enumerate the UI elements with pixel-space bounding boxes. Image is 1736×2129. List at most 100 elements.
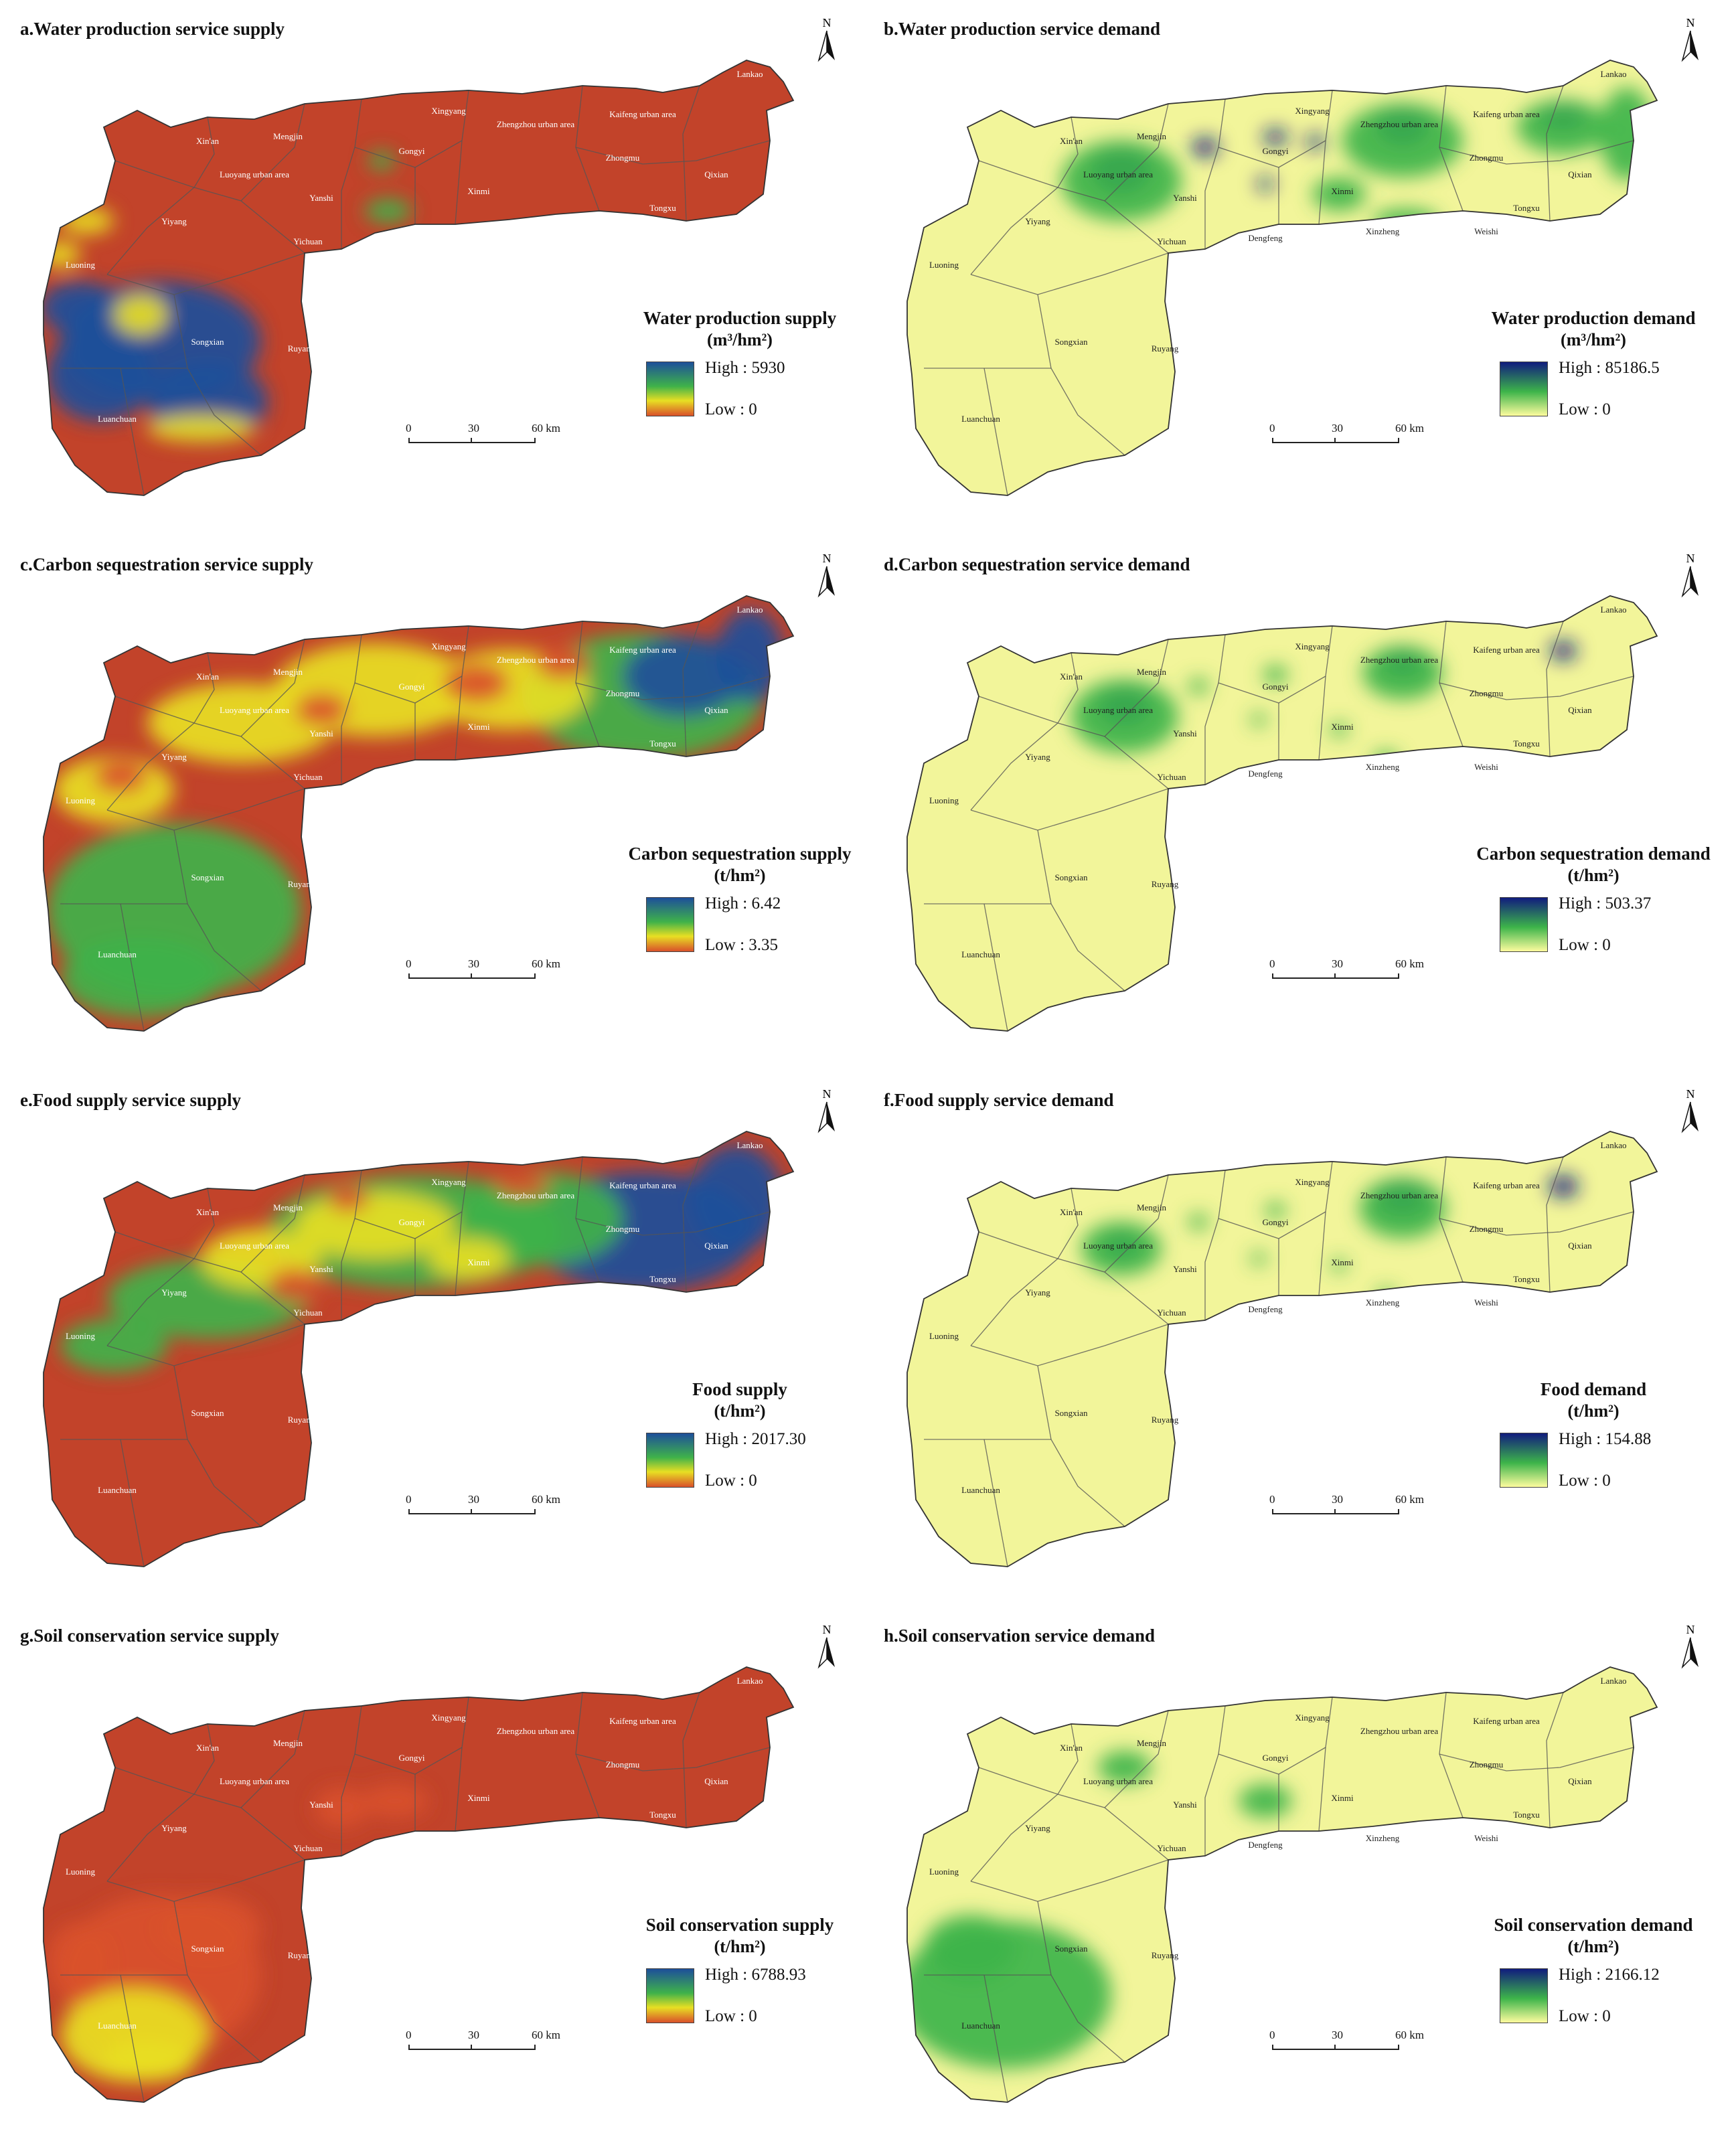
legend-unit: (t/hm²) [714, 866, 766, 885]
scale-tick-label: 30 [1332, 1493, 1343, 1506]
panel-title: h.Soil conservation service demand [884, 1626, 1155, 1646]
place-label: Qixian [1568, 1241, 1592, 1251]
value-hotspot [295, 693, 348, 726]
value-hotspot [60, 937, 221, 1018]
place-label: Yichuan [293, 236, 323, 246]
county-boundary [240, 639, 305, 737]
place-label: Luanchuan [98, 949, 137, 959]
county-boundary [983, 1439, 1008, 1567]
place-label: Xinzheng [1366, 1833, 1400, 1843]
place-label: Qixian [704, 1776, 728, 1786]
place-label: Weishi [1474, 1833, 1498, 1843]
place-label: Luanchuan [98, 1485, 137, 1495]
place-label: Tongxu [649, 1274, 676, 1284]
north-arrow-icon: N [1677, 549, 1704, 603]
place-label: Xinzheng [1366, 1297, 1400, 1308]
value-hotspot [1312, 177, 1366, 211]
place-label: Tongxu [1513, 738, 1540, 748]
value-hotspot [362, 1784, 428, 1818]
legend-high-label: High : 2017.30 [705, 1430, 806, 1448]
place-label: Lankao [1601, 1140, 1627, 1150]
county-boundary [1439, 1211, 1634, 1236]
place-label: Xin'an [196, 1207, 220, 1217]
scale-tick-mark [1398, 2045, 1399, 2050]
place-label: Dengfeng [384, 1304, 419, 1314]
place-label: Yiyang [161, 216, 187, 226]
value-hotspot [47, 328, 154, 422]
place-label: Kaifeng urban area [609, 645, 676, 655]
legend-title: Food demand [1540, 1379, 1647, 1399]
legend-high-label: High : 503.37 [1559, 894, 1652, 913]
choropleth-map: Lankao Xingyang Kaifeng urban area Xin'an Me… [43, 1131, 795, 1567]
place-label: Yiyang [1025, 1287, 1050, 1297]
county-boundary [106, 652, 215, 811]
scale-tick-label: 0 [406, 422, 412, 435]
county-boundary [240, 1710, 305, 1808]
value-hotspot [1342, 104, 1463, 177]
place-label: Luanchuan [961, 414, 1000, 424]
value-hotspot [328, 1185, 368, 1212]
county-boundary [106, 116, 215, 275]
place-label: Songxian [1054, 1408, 1088, 1418]
county-boundary [1104, 1710, 1169, 1808]
place-label: Xingyang [1295, 1713, 1330, 1723]
north-arrow-icon: N [813, 1620, 840, 1674]
legend-title: Soil conservation supply [645, 1915, 834, 1935]
value-hotspot [1251, 1252, 1267, 1265]
place-label: Weishi [611, 1297, 635, 1308]
legend-unit: (m³/hm²) [707, 330, 773, 349]
scale-tick-mark [1334, 973, 1336, 979]
place-label: Qixian [1568, 169, 1592, 179]
scale-tick-mark [534, 438, 536, 443]
place-label: Ruyang [288, 343, 315, 353]
place-label: Yichuan [293, 1843, 323, 1853]
legend-low-label: Low : 0 [705, 400, 757, 418]
value-hotspot [1188, 678, 1208, 694]
place-label: Kaifeng urban area [609, 109, 676, 119]
county-boundary [575, 1211, 771, 1236]
legend-high-label: High : 5930 [705, 359, 785, 377]
scale-tick-mark [1272, 973, 1273, 979]
county-boundary [240, 1174, 305, 1273]
place-label: Mengjin [1137, 131, 1167, 141]
legend: Water production supply (m³/hm²) High : 59… [619, 308, 860, 442]
place-label: Yanshi [1173, 193, 1197, 203]
county-boundary [1546, 85, 1564, 222]
place-label: Luoning [66, 260, 96, 270]
place-label: Luoning [929, 1331, 959, 1341]
place-label: Zhengzhou urban area [1360, 655, 1438, 665]
place-label: Xingyang [1295, 106, 1330, 116]
place-label: Xin'an [196, 136, 220, 146]
county-boundary [1439, 1747, 1634, 1771]
place-label: Songxian [191, 872, 224, 882]
county-boundary [1104, 1174, 1169, 1273]
north-arrow-icon: N [813, 1085, 840, 1138]
place-label: Yiyang [1025, 752, 1050, 762]
place-label: Weishi [1474, 1297, 1498, 1308]
place-label: Xin'an [1060, 672, 1083, 682]
value-hotspot [1516, 100, 1610, 154]
scale-tick-mark [1272, 1509, 1273, 1514]
place-label: Dengfeng [1248, 1840, 1283, 1850]
county-boundary [240, 103, 305, 202]
scale-tick-mark [534, 973, 536, 979]
value-hotspot [462, 1172, 623, 1265]
county-boundary [173, 1901, 262, 2063]
scale-tick-label: 0 [1269, 957, 1275, 970]
legend: Carbon sequestration supply (t/hm²) High :… [619, 844, 860, 977]
county-boundary [575, 140, 771, 165]
place-label: Zhengzhou urban area [497, 1190, 574, 1200]
scale-tick-label: 0 [1269, 1493, 1275, 1506]
legend-title: Water production supply [643, 308, 837, 328]
place-label: Qixian [704, 705, 728, 715]
place-label: Xin'an [1060, 1743, 1083, 1753]
scale-tick-mark [408, 438, 410, 443]
county-boundary [173, 1365, 262, 1527]
place-label: Kaifeng urban area [1473, 645, 1540, 655]
place-label: Tongxu [649, 1810, 676, 1820]
legend-low-label: Low : 0 [1559, 400, 1611, 418]
place-label: Zhongmu [1470, 153, 1504, 163]
place-label: Yichuan [1157, 772, 1186, 782]
place-label: Kaifeng urban area [609, 1716, 676, 1726]
value-hotspot [1263, 129, 1287, 145]
